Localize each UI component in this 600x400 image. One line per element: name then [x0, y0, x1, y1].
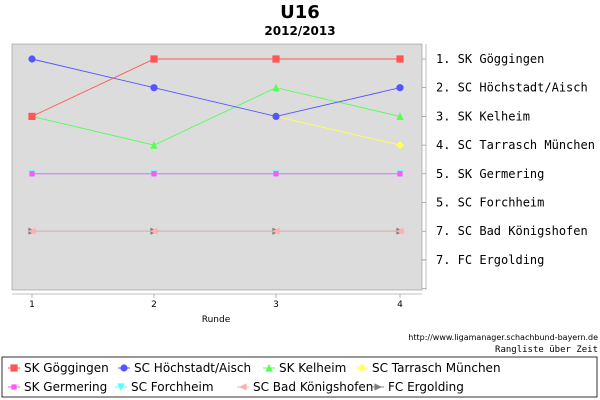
- data-point: [397, 171, 403, 177]
- data-point: [151, 171, 157, 177]
- legend-item: SC Forchheim: [115, 380, 214, 394]
- legend-item: SC Tarrasch München: [356, 361, 501, 375]
- rank-label: 4. SC Tarrasch München: [436, 138, 595, 152]
- legend-item: SC Bad Königshofen: [237, 380, 373, 394]
- plot-area: [11, 43, 423, 291]
- legend-label: SK Göggingen: [24, 361, 109, 375]
- legend-label: FC Ergolding: [388, 380, 464, 394]
- legend-label: SK Kelheim: [279, 361, 346, 375]
- legend-marker: [11, 384, 17, 390]
- rank-label: 7. FC Ergolding: [436, 253, 544, 267]
- legend-box: [1, 356, 598, 398]
- data-point: [150, 141, 158, 149]
- data-point: [272, 83, 280, 92]
- data-point: [396, 112, 404, 120]
- legend-marker: [238, 383, 247, 391]
- x-ticks: 1 2 3 4: [29, 294, 403, 310]
- x-tick-label: 2: [151, 300, 157, 310]
- data-point: [28, 55, 36, 63]
- data-point: [149, 227, 158, 235]
- data-point: [29, 171, 35, 177]
- rank-label: 5. SC Forchheim: [436, 196, 544, 210]
- data-point: [395, 227, 404, 235]
- legend-marker: [357, 363, 367, 373]
- chart-title: U16: [280, 2, 320, 23]
- chart-caption: Rangliste über Zeit: [495, 345, 598, 355]
- chart-subtitle: 2012/2013: [264, 24, 335, 38]
- legend-marker: [120, 364, 128, 372]
- legend-item: SK Göggingen: [8, 361, 109, 375]
- x-tick-label: 1: [29, 300, 35, 310]
- data-point: [27, 227, 36, 235]
- data-point: [395, 141, 405, 150]
- legend-item: SK Germering: [8, 380, 107, 394]
- legend-item: SC Höchstadt/Aisch: [118, 361, 251, 375]
- rank-label: 3. SK Kelheim: [436, 109, 530, 123]
- series-group: [27, 55, 405, 235]
- legend-label: SC Tarrasch München: [372, 361, 501, 375]
- legend-marker: [374, 383, 383, 391]
- data-point: [150, 84, 158, 92]
- right-axis-ticks: 1. SK Göggingen 2. SC Höchstadt/Aisch 3. S…: [422, 52, 595, 289]
- rank-label: 7. SC Bad Königshofen: [436, 224, 588, 238]
- source-url: http://www.ligamanager.schachbund-bayern…: [408, 333, 598, 342]
- x-tick-label: 3: [273, 300, 279, 310]
- legend-label: SK Germering: [24, 380, 107, 394]
- data-point: [272, 112, 280, 120]
- data-point: [396, 84, 404, 92]
- series-line: [275, 115, 401, 146]
- data-point: [150, 55, 158, 63]
- rank-label: 5. SK Germering: [436, 167, 544, 181]
- legend-marker: [117, 383, 125, 392]
- x-tick-label: 4: [397, 300, 403, 310]
- data-point: [272, 55, 280, 63]
- legend-item: FC Ergolding: [372, 380, 464, 394]
- data-point: [273, 171, 279, 177]
- legend-label: SC Forchheim: [131, 380, 214, 394]
- legend-label: SC Höchstadt/Aisch: [134, 361, 251, 375]
- legend-marker: [265, 363, 273, 372]
- series-line: [31, 58, 401, 117]
- x-axis-label: Runde: [202, 315, 231, 325]
- rank-label: 1. SK Göggingen: [436, 52, 544, 66]
- data-point: [28, 112, 36, 120]
- series-line: [31, 58, 400, 117]
- legend-marker: [10, 364, 18, 372]
- legend-item: SK Kelheim: [263, 361, 346, 375]
- data-point: [396, 55, 404, 63]
- rank-label: 2. SC Höchstadt/Aisch: [436, 81, 588, 95]
- legend-label: SC Bad Königshofen: [253, 380, 373, 394]
- legend: SK Göggingen SC Höchstadt/Aisch SK Kelheim…: [8, 361, 501, 394]
- data-point: [271, 227, 280, 235]
